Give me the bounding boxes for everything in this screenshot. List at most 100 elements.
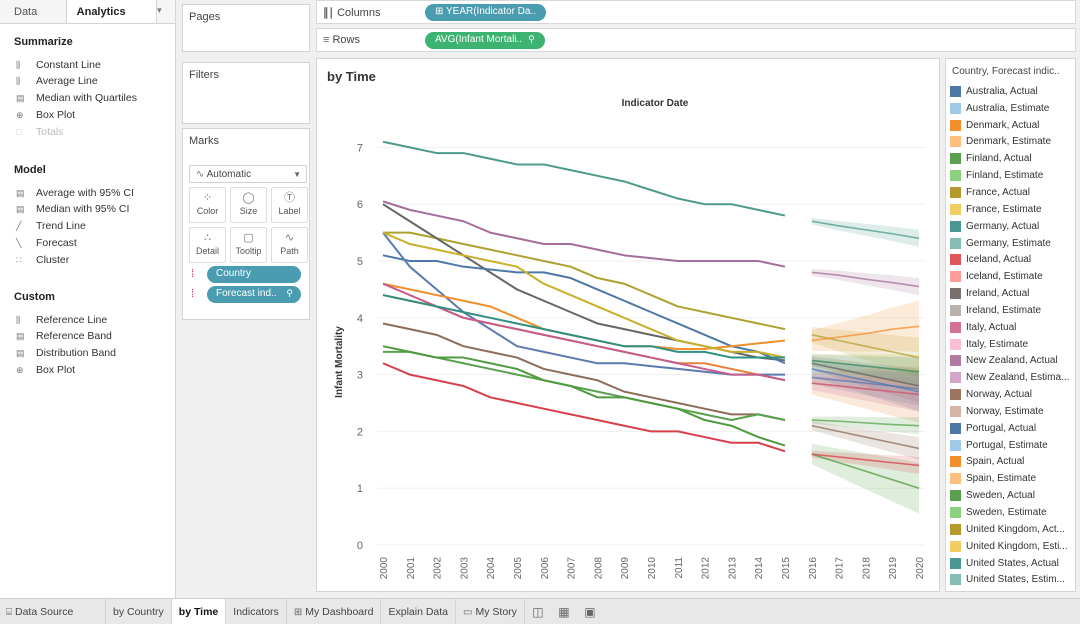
legend-item[interactable]: France, Actual [946,184,1075,201]
legend-item[interactable]: Norway, Estimate [946,403,1075,420]
legend-item[interactable]: New Zealand, Actual [946,353,1075,370]
analytics-item-constant-line[interactable]: ⫼ Constant Line [0,56,170,73]
marks-tooltip-button[interactable]: ▢ Tooltip [230,227,267,263]
marks-button-label: Label [278,206,301,216]
rows-pill[interactable]: AVG(Infant Mortali.. ⚲ [425,32,545,49]
marks-size-button[interactable]: ◯ Size [230,187,267,223]
forecast-indicator-pill[interactable]: Forecast ind.. ⚲ [207,286,301,303]
analytics-item-reference-band[interactable]: ▤ Reference Band [0,328,170,345]
rows-icon: ≡ [323,34,333,46]
legend-item[interactable]: Australia, Actual [946,83,1075,100]
analytics-item-trend-line[interactable]: ╱ Trend Line [0,218,170,235]
side-pane-tabs: Data Analytics ▾ [0,0,175,24]
line-chart[interactable]: 0 1 2 3 4 5 6 7 2000 2001 2002 2003 2004 2005 2006 2007… [317,59,939,591]
legend-item[interactable]: Finland, Actual [946,150,1075,167]
x-tick-label: 2015 [781,557,792,580]
analytics-item-label: Box Plot [36,108,76,121]
legend-label: Iceland, Estimate [966,271,1043,283]
sheet-tab-my-story[interactable]: ▭ My Story [456,598,525,624]
legend-item[interactable]: United Kingdom, Esti... [946,538,1075,555]
legend-title[interactable]: Country, Forecast indic.. [952,66,1060,77]
sheet-tab-explain-data[interactable]: Explain Data [381,598,457,624]
columns-shelf-label: ∥∣ Columns [323,7,381,19]
legend-item[interactable]: Portugal, Estimate [946,437,1075,454]
pane-menu-icon[interactable]: ▾ [157,5,162,15]
legend-item[interactable]: Norway, Actual [946,386,1075,403]
legend-item[interactable]: Sweden, Estimate [946,504,1075,521]
tab-analytics[interactable]: Analytics [65,0,158,23]
legend-label: Finland, Actual [966,153,1032,165]
legend-item[interactable]: Italy, Actual [946,319,1075,336]
rows-shelf[interactable]: ≡ Rows AVG(Infant Mortali.. ⚲ [316,28,1076,52]
columns-shelf[interactable]: ∥∣ Columns ⊞ YEAR(Indicator Da.. [316,0,1076,24]
legend-item[interactable]: Italy, Estimate [946,336,1075,353]
mark-type-dropdown[interactable]: ∿ Automatic ▼ [189,165,307,183]
marks-detail-button[interactable]: ∴ Detail [189,227,226,263]
marks-path-button[interactable]: ∿ Path [271,227,308,263]
filters-card[interactable]: Filters [182,62,310,124]
analytics-item-totals[interactable]: □ Totals [0,123,170,140]
analytics-item-median-with-quartiles[interactable]: ▤ Median with Quartiles [0,90,170,107]
marks-label-button[interactable]: Ⓣ Label [271,187,308,223]
worksheet-view[interactable]: by Time 0 1 2 3 4 5 6 7 2000 2001 2002 2003 2004 2005… [316,58,940,592]
analytics-item-reference-line[interactable]: ⫼ Reference Line [0,311,170,328]
marks-color-button[interactable]: ⁘ Color [189,187,226,223]
analytics-item-box-plot[interactable]: ⊕ Box Plot [0,106,170,123]
x-tick-label: 2004 [486,557,497,580]
analytics-item-distribution-band[interactable]: ▤ Distribution Band [0,345,170,362]
analytics-item-forecast[interactable]: ╲ Forecast [0,234,170,251]
new-dashboard-icon[interactable]: ▦ [558,604,570,619]
x-tick-label: 2006 [540,557,551,580]
legend-item[interactable]: Australia, Estimate [946,100,1075,117]
legend-label: United Kingdom, Esti... [966,540,1068,552]
analytics-item-median-with-95-ci[interactable]: ▤ Median with 95% CI [0,201,170,218]
analytics-item-average-line[interactable]: ⫼ Average Line [0,73,170,90]
x-tick-label: 2002 [433,557,444,580]
legend-item[interactable]: Ireland, Actual [946,285,1075,302]
sheet-tab-by-country[interactable]: by Country [106,598,172,624]
legend-item[interactable]: United States, Estim... [946,571,1075,588]
sheet-tab-by-time[interactable]: by Time [171,598,227,624]
tab-data[interactable]: Data [14,6,38,18]
analytics-item-box-plot[interactable]: ⊕ Box Plot [0,361,170,378]
analytics-item-cluster[interactable]: ∷ Cluster [0,251,170,268]
legend-item[interactable]: Germany, Estimate [946,235,1075,252]
columns-pill[interactable]: ⊞ YEAR(Indicator Da.. [425,4,547,21]
legend-item[interactable]: Denmark, Estimate [946,134,1075,151]
legend-item[interactable]: United Kingdom, Act... [946,521,1075,538]
estimate-line-iceland [811,453,920,467]
y-tick-label: 4 [357,313,363,325]
legend-item[interactable]: New Zealand, Estima... [946,369,1075,386]
legend-item[interactable]: Iceland, Actual [946,251,1075,268]
pages-card[interactable]: Pages [182,4,310,52]
sheet-tab-data-source[interactable]: ⌸ Data Source [0,598,106,624]
analytics-item-average-with-95-ci[interactable]: ▤ Average with 95% CI [0,184,170,201]
sheet-tab-my-dashboard[interactable]: ⊞ My Dashboard [287,598,382,624]
estimate-line-norway [811,424,920,450]
legend-item[interactable]: Finland, Estimate [946,167,1075,184]
model-heading: Model [14,164,46,176]
legend-item[interactable]: United States, Actual [946,555,1075,572]
legend-item[interactable]: Portugal, Actual [946,420,1075,437]
forecast-band-germany [811,217,919,247]
custom-heading: Custom [14,291,55,303]
legend-label: Iceland, Actual [966,254,1032,266]
legend-item[interactable]: Iceland, Estimate [946,268,1075,285]
legend-swatch [950,203,961,215]
legend-item[interactable]: Spain, Estimate [946,470,1075,487]
sheet-tabs: ⌸ Data Source by Country by Time Indicators ⊞… [0,598,525,624]
country-pill[interactable]: Country [207,266,301,283]
y-tick-label: 5 [357,256,363,268]
y-tick-label: 1 [357,483,363,495]
legend-item[interactable]: Germany, Actual [946,218,1075,235]
legend-item[interactable]: Spain, Actual [946,454,1075,471]
legend-item[interactable]: France, Estimate [946,201,1075,218]
sheet-tab-indicators[interactable]: Indicators [226,598,287,624]
legend-item[interactable]: Sweden, Actual [946,487,1075,504]
analytics-item-label: Cluster [36,253,70,266]
legend-item[interactable]: Denmark, Actual [946,117,1075,134]
actual-line-italy [382,282,786,382]
new-worksheet-icon[interactable]: ◫ [532,604,544,619]
new-story-icon[interactable]: ▣ [584,604,596,619]
legend-item[interactable]: Ireland, Estimate [946,302,1075,319]
